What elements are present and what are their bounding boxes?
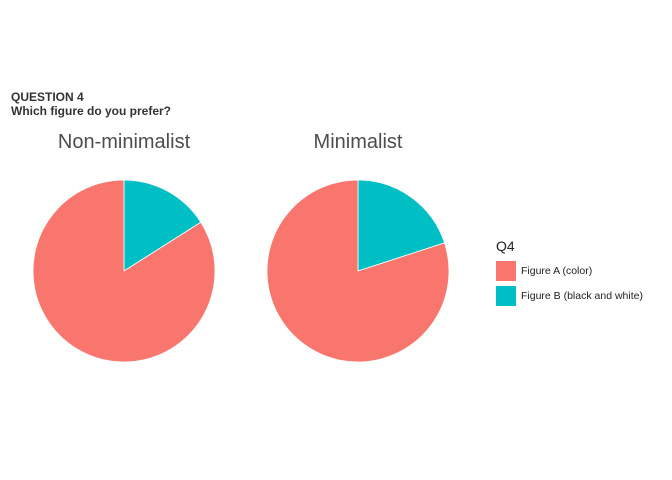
legend-key-figure-a: [496, 260, 516, 281]
legend-title: Q4: [496, 238, 515, 254]
legend: Q4 Figure A (color) Figure B (black and …: [496, 238, 643, 308]
pie-minimalist: [266, 179, 450, 363]
question-text: Which figure do you prefer?: [11, 104, 172, 118]
panel-title-minimalist: Minimalist: [313, 131, 403, 153]
question-number: QUESTION 4: [11, 90, 84, 104]
legend-label-figure-b: Figure B (black and white): [521, 289, 643, 302]
panel-title-non-minimalist: Non-minimalist: [57, 131, 191, 153]
page-title: QUESTION 4 Which figure do you prefer?: [11, 90, 171, 118]
pie-non-minimalist: [32, 179, 216, 363]
pie-slice-figure-b: [123, 179, 202, 272]
legend-key-figure-b: [496, 285, 516, 306]
legend-item-figure-b: Figure B (black and white): [496, 283, 643, 308]
pie-slice-figure-a: [32, 179, 216, 363]
pie-slice-figure-a: [266, 179, 450, 363]
pie-slice-figure-b: [357, 179, 446, 272]
legend-item-figure-a: Figure A (color): [496, 258, 643, 283]
legend-label-figure-a: Figure A (color): [521, 264, 593, 277]
